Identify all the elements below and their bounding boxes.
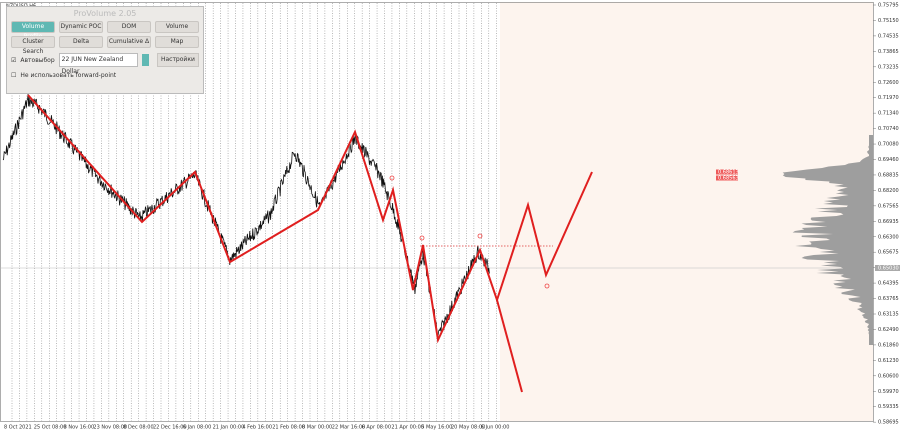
time-label: 8 Mar 00:00	[302, 425, 332, 431]
time-label: 6 Apr 08:00	[362, 425, 391, 431]
price-label: 0.70740	[878, 126, 899, 132]
price-label: 0.61230	[878, 358, 899, 364]
time-label: 6 Jun 00:00	[481, 425, 510, 431]
price-label: 0.59335	[878, 404, 899, 410]
time-label: 8 Nov 16:00	[64, 425, 95, 431]
price-label: 0.74535	[878, 33, 899, 39]
time-label: 4 Feb 16:00	[242, 425, 272, 431]
price-label: 0.71340	[878, 111, 899, 117]
instrument-select[interactable]: 22 JUN New Zealand Dollar	[58, 53, 138, 75]
provolume-panel: ProVolume 2.05 Volume Profile Dynamic POC…	[6, 6, 204, 94]
price-label: 0.60600	[878, 373, 899, 379]
price-label: 0.68200	[878, 188, 899, 194]
price-label: 0.66300	[878, 234, 899, 240]
level-label: 0.68613	[718, 170, 739, 176]
future-area	[500, 2, 873, 421]
level-box	[716, 175, 738, 181]
time-label: 21 Apr 00:00	[391, 425, 424, 431]
price-label: 0.75795	[878, 3, 899, 9]
time-label: 25 Oct 08:00	[34, 425, 67, 431]
time-label: 21 Jan 00:00	[213, 425, 245, 431]
tool-button[interactable]: Dynamic POC	[59, 21, 103, 33]
axis-bg	[874, 0, 900, 435]
forward-label: Не использовать forward-point	[20, 72, 117, 79]
price-label: 0.73235	[878, 64, 899, 70]
current-price-box	[875, 265, 900, 271]
time-label: 22 Dec 16:00	[153, 425, 187, 431]
price-label: 0.65675	[878, 250, 899, 256]
price-label: 0.70080	[878, 142, 899, 148]
price-label: 0.66935	[878, 219, 899, 225]
tool-button[interactable]: Map	[155, 36, 199, 48]
chart-frame	[0, 2, 874, 422]
time-label: 20 May 08:00	[451, 425, 485, 431]
tool-button[interactable]: Delta	[59, 36, 103, 48]
level-box	[716, 169, 738, 175]
wave-line	[27, 94, 593, 344]
time-label: 23 Nov 08:00	[93, 425, 127, 431]
time-label: 6 Jan 08:00	[183, 425, 211, 431]
panel-title: ProVolume 2.05	[73, 9, 137, 18]
price-label: 0.63765	[878, 296, 899, 302]
price-label: 0.62490	[878, 327, 899, 333]
wave-projection	[496, 299, 523, 393]
price-label: 0.64395	[878, 281, 899, 287]
price-label: 0.72600	[878, 80, 899, 86]
level-label: 0.68563	[718, 176, 739, 182]
forward-checkbox[interactable]: ☐	[11, 72, 17, 79]
auto-label: Автовыбор	[20, 56, 55, 64]
select-arrow[interactable]	[141, 54, 149, 66]
price-label: 0.73865	[878, 49, 899, 55]
price-label: 0.67565	[878, 203, 899, 209]
price-label: 0.71970	[878, 95, 899, 101]
tool-button[interactable]: DOM	[107, 21, 151, 33]
price-label: 0.63135	[878, 312, 899, 318]
price-label: 0.59970	[878, 389, 899, 395]
price-label: 0.61860	[878, 342, 899, 348]
tool-button[interactable]: Volume	[155, 21, 199, 33]
time-label: 8 Dec 08:00	[123, 425, 153, 431]
volume-profile	[782, 135, 873, 345]
time-label: 8 Oct 2021	[4, 425, 32, 431]
tool-button[interactable]: Volume Profile	[11, 21, 55, 40]
time-label: 22 Mar 16:00	[332, 425, 365, 431]
time-label: 21 Feb 08:00	[272, 425, 305, 431]
settings-button[interactable]: Настройки	[156, 53, 199, 67]
auto-checkbox[interactable]: ☑	[11, 56, 17, 64]
price-label: 0.68835	[878, 172, 899, 178]
current-price-label: 0.65030	[878, 266, 899, 272]
price-label: 0.69460	[878, 157, 899, 163]
price-label: 0.58695	[878, 420, 899, 426]
tool-button[interactable]: Cluster Search	[11, 36, 55, 55]
price-label: 0.75150	[878, 18, 899, 24]
time-label: 5 May 16:00	[421, 425, 452, 431]
markers	[389, 175, 550, 289]
tool-button[interactable]: Cumulative Δ	[107, 36, 151, 48]
